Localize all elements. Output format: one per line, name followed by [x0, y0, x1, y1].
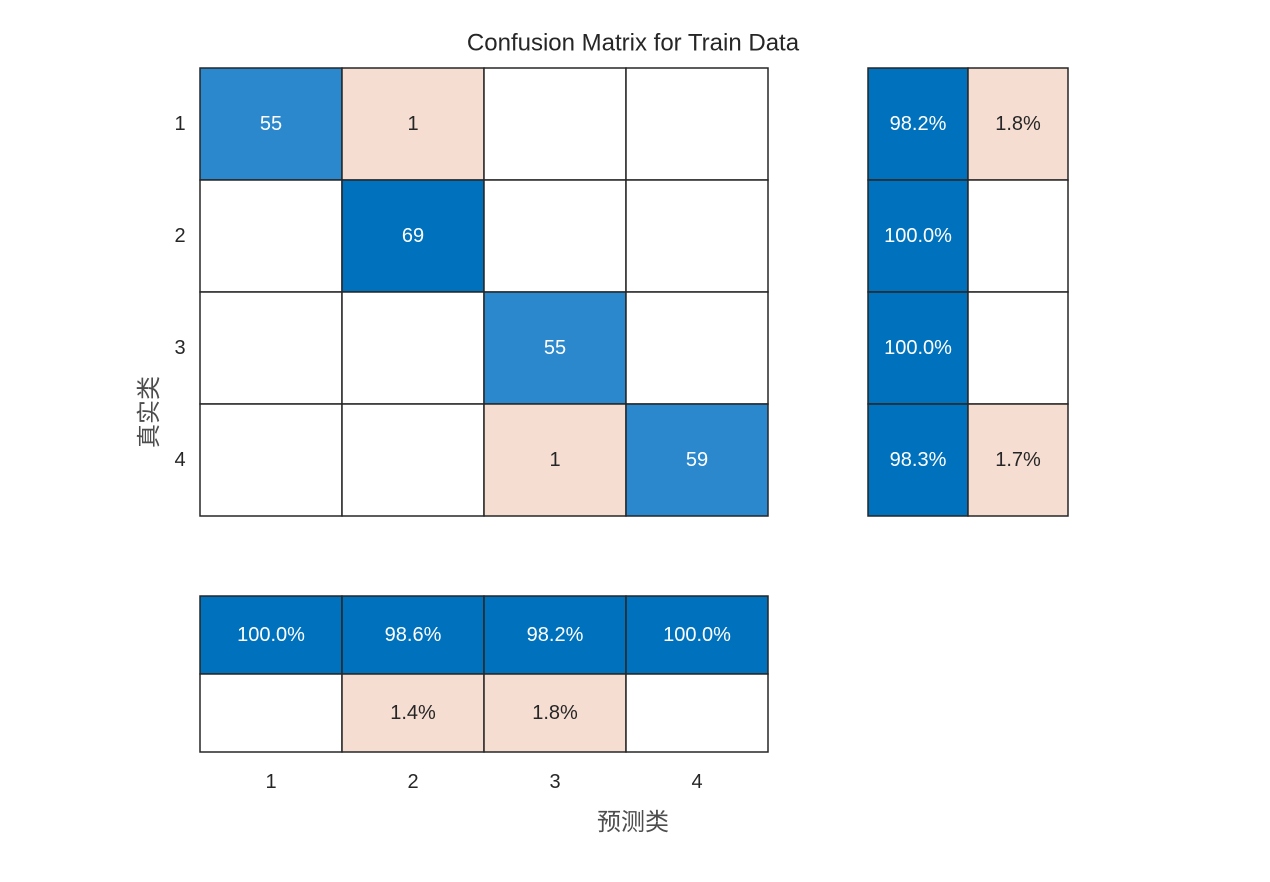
matrix-cell-4-1 [199, 403, 343, 517]
x-tick-label-2: 2 [407, 771, 418, 793]
matrix-value-4-3: 1 [549, 449, 560, 471]
matrix-cell-3-3 [483, 291, 627, 405]
row-summary-cell-2-2 [967, 179, 1069, 293]
row-summary-value-1-1: 98.2% [890, 113, 947, 135]
column-summary-cell-2-1 [199, 673, 343, 753]
y-tick-label-1: 1 [174, 113, 185, 135]
row-summary-cell-1-2 [967, 67, 1069, 181]
matrix-value-4-4: 59 [686, 449, 708, 471]
matrix-cell-1-4 [625, 67, 769, 181]
x-axis-label: 预测类 [597, 808, 669, 836]
matrix-value-3-3: 55 [544, 337, 566, 359]
y-tick-label-3: 3 [174, 337, 185, 359]
row-summary-value-2-1: 100.0% [884, 225, 952, 247]
x-tick-label-4: 4 [691, 771, 702, 793]
y-tick-label-4: 4 [174, 449, 185, 471]
matrix-value-1-1: 55 [260, 113, 282, 135]
y-axis-label: 真实类 [135, 376, 163, 448]
matrix-cell-2-1 [199, 179, 343, 293]
column-summary-cell-1-2 [341, 595, 485, 675]
chart-title: Confusion Matrix for Train Data [467, 30, 800, 57]
matrix-cell-2-4 [625, 179, 769, 293]
matrix-value-1-2: 1 [407, 113, 418, 135]
matrix-cell-3-2 [341, 291, 485, 405]
matrix-cell-4-4 [625, 403, 769, 517]
column-summary-value-1-1: 100.0% [237, 624, 305, 646]
matrix-cell-4-2 [341, 403, 485, 517]
matrix-value-2-2: 69 [402, 225, 424, 247]
column-summary-cell-2-4 [625, 673, 769, 753]
row-summary-cell-3-1 [867, 291, 969, 405]
row-summary-value-1-2: 1.8% [995, 113, 1041, 135]
row-summary-cell-4-2 [967, 403, 1069, 517]
matrix-cell-3-4 [625, 291, 769, 405]
y-tick-label-2: 2 [174, 225, 185, 247]
x-tick-label-3: 3 [549, 771, 560, 793]
column-summary-value-1-2: 98.6% [385, 624, 442, 646]
column-summary-value-1-3: 98.2% [527, 624, 584, 646]
matrix-cell-2-2 [341, 179, 485, 293]
column-summary-value-2-3: 1.8% [532, 702, 578, 724]
row-summary-value-4-1: 98.3% [890, 449, 947, 471]
matrix-cell-1-1 [199, 67, 343, 181]
column-summary-value-2-2: 1.4% [390, 702, 436, 724]
matrix-cell-1-2 [341, 67, 485, 181]
column-summary-cell-1-4 [625, 595, 769, 675]
column-summary-value-1-4: 100.0% [663, 624, 731, 646]
matrix-cell-4-3 [483, 403, 627, 517]
matrix-cell-2-3 [483, 179, 627, 293]
row-summary-value-4-2: 1.7% [995, 449, 1041, 471]
row-summary-value-3-1: 100.0% [884, 337, 952, 359]
x-tick-label-1: 1 [265, 771, 276, 793]
matrix-cell-3-1 [199, 291, 343, 405]
column-summary-cell-2-2 [341, 673, 485, 753]
matrix-cell-1-3 [483, 67, 627, 181]
column-summary-cell-2-3 [483, 673, 627, 753]
row-summary-cell-3-2 [967, 291, 1069, 405]
